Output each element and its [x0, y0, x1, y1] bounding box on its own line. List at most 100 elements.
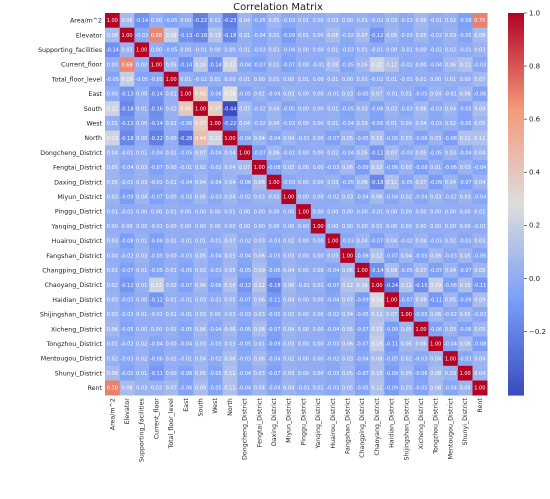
- heatmap-cell: [399, 57, 414, 73]
- colorbar-segment: [508, 140, 524, 144]
- cell-value-label: -0.14: [179, 62, 192, 68]
- cell-value-label: 0.03: [224, 312, 235, 318]
- cell-value-label: 0.01: [401, 92, 412, 98]
- heatmap-cell: [237, 233, 253, 249]
- cell-value-label: 0.08: [224, 356, 235, 362]
- cell-value-label: -0.04: [253, 33, 266, 39]
- heatmap-cell: [443, 160, 459, 175]
- cell-value-label: 0.03: [445, 150, 456, 156]
- heatmap-cell: [105, 307, 120, 322]
- cell-value-label: -0.05: [121, 371, 134, 377]
- colorbar-segment: [508, 328, 524, 332]
- cell-value-label: -0.06: [209, 283, 222, 289]
- colorbar-segment: [508, 334, 524, 339]
- cell-value-label: -0.05: [165, 18, 178, 24]
- cell-value-label: 0.03: [283, 92, 294, 98]
- heatmap-cell: [369, 248, 385, 264]
- heatmap-cell: [472, 71, 488, 87]
- cell-value-label: -0.07: [150, 195, 163, 201]
- heatmap-cell: [237, 27, 253, 43]
- colorbar-segment: [508, 299, 524, 304]
- cell-value-label: 0.00: [313, 150, 324, 156]
- cell-value-label: 0.01: [357, 18, 368, 24]
- heatmap-cell: [325, 160, 341, 175]
- cell-value-label: 0.06: [195, 327, 206, 333]
- column-label: Chaoyang_District: [374, 398, 381, 456]
- cell-value-label: 0.00: [313, 33, 324, 39]
- heatmap-cell: [384, 13, 400, 28]
- cell-value-label: 0.03: [327, 253, 338, 259]
- heatmap-cell: [193, 204, 209, 220]
- row-label: Current_floor: [61, 62, 102, 69]
- heatmap-cell: [325, 248, 341, 264]
- colorbar-segment: [508, 251, 524, 256]
- cell-value-label: -0.09: [429, 180, 442, 186]
- cell-value-label: 0.06: [357, 180, 368, 186]
- cell-value-label: 0.00: [415, 48, 426, 54]
- heatmap-cell: [222, 189, 238, 205]
- colorbar-segment: [508, 19, 524, 23]
- heatmap-cell: [443, 218, 459, 234]
- heatmap-cell: [105, 174, 120, 190]
- cell-value-label: 0.00: [401, 224, 412, 230]
- heatmap-cell: [325, 365, 341, 381]
- cell-value-label: -0.03: [238, 356, 251, 362]
- cell-value-label: 0.00: [401, 121, 412, 127]
- cell-value-label: -0.04: [268, 386, 281, 392]
- cell-value-label: -0.01: [400, 62, 413, 68]
- colorbar-segment: [508, 32, 524, 36]
- heatmap-cell: [340, 277, 356, 293]
- cell-value-label: 0.04: [268, 121, 279, 127]
- heatmap-cell: [178, 115, 194, 131]
- cell-value-label: 0.10: [460, 283, 471, 289]
- heatmap-cell: [310, 115, 326, 131]
- heatmap-cell: [340, 307, 356, 322]
- cell-value-label: -0.08: [150, 239, 163, 245]
- cell-value-label: -0.02: [341, 33, 354, 39]
- heatmap-cell: [384, 262, 400, 278]
- cell-value-label: 0.00: [239, 209, 250, 215]
- heatmap-cell: [428, 115, 444, 131]
- cell-value-label: -0.01: [121, 150, 134, 156]
- colorbar-segment: [508, 245, 524, 250]
- colorbar-segment: [508, 296, 524, 301]
- heatmap-cell: [149, 307, 165, 322]
- colorbar-segment: [508, 261, 524, 266]
- heatmap-cell: [281, 365, 297, 381]
- cell-value-label: -0.28: [179, 136, 192, 142]
- heatmap-cell: [149, 277, 165, 293]
- heatmap-cell: [193, 115, 209, 131]
- cell-value-label: 0.06: [283, 283, 294, 289]
- heatmap-cell: [428, 380, 444, 396]
- cell-value-label: 0.11: [460, 136, 471, 142]
- cell-value-label: 0.01: [195, 239, 206, 245]
- heatmap-cell: [266, 160, 282, 175]
- heatmap-cell: [105, 336, 120, 352]
- heatmap-cell: [266, 262, 282, 278]
- colorbar-segment: [508, 242, 524, 246]
- heatmap-cell: [354, 233, 370, 249]
- cell-value-label: 0.00: [460, 209, 471, 215]
- row-label: Haidian_District: [52, 297, 102, 304]
- heatmap-cell: [237, 13, 253, 28]
- cell-value-label: -0.01: [209, 297, 222, 303]
- column-label: East: [183, 398, 190, 412]
- cell-value-label: -0.03: [268, 239, 281, 245]
- colorbar-segment: [508, 191, 524, 195]
- cell-value-label: -0.05: [209, 386, 222, 392]
- cell-value-label: 0.00: [283, 224, 294, 230]
- colorbar-segment: [508, 38, 524, 43]
- cell-value-label: 0.37: [195, 121, 206, 127]
- heatmap-cell: [354, 115, 370, 131]
- heatmap-cell: [193, 27, 209, 43]
- cell-value-label: 0.19: [121, 77, 132, 83]
- colorbar-segment: [508, 28, 524, 33]
- cell-value-label: 0.00: [136, 327, 147, 333]
- heatmap-cell: [222, 130, 238, 146]
- heatmap-cell: [325, 262, 341, 278]
- cell-value-label: 0.01: [298, 77, 309, 83]
- heatmap-cell: [428, 262, 444, 278]
- cell-value-label: 0.04: [283, 386, 294, 392]
- cell-value-label: 0.00: [313, 297, 324, 303]
- cell-value-label: 0.07: [474, 77, 485, 83]
